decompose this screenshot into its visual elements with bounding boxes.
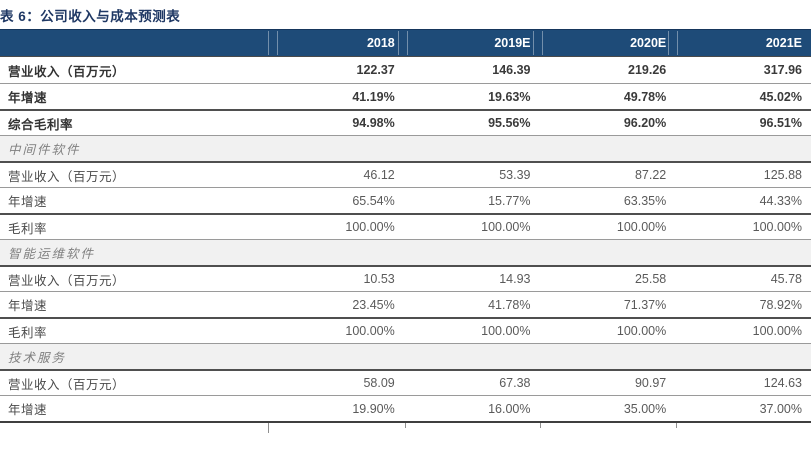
header-cell-year: 2020E <box>630 36 667 50</box>
value-cell: 14.93 <box>499 272 531 286</box>
column-tick <box>540 423 541 428</box>
section-row: 技术服务 <box>0 343 811 369</box>
value-cell: 58.09 <box>363 376 395 390</box>
table-row: 年增速 19.90% 16.00% 35.00% 37.00% <box>0 395 811 421</box>
value-cell: 41.78% <box>488 297 531 312</box>
value-cell: 67.38 <box>499 376 531 390</box>
table-row: 营业收入（百万元） 10.53 14.93 25.58 45.78 <box>0 265 811 291</box>
header-separator <box>677 31 678 55</box>
column-tick <box>676 423 677 428</box>
header-separator <box>277 31 278 55</box>
section-row: 智能运维软件 <box>0 239 811 265</box>
value-cell: 45.02% <box>759 89 802 104</box>
value-cell: 100.00% <box>345 220 395 234</box>
value-cell: 100.00% <box>752 220 802 234</box>
value-cell: 96.20% <box>623 116 667 130</box>
value-cell: 100.00% <box>481 220 531 234</box>
table-row: 营业收入（百万元） 122.37 146.39 219.26 317.96 <box>0 57 811 83</box>
header-separator <box>268 31 269 55</box>
value-cell: 23.45% <box>352 297 395 312</box>
header-separator <box>668 31 669 55</box>
value-cell: 100.00% <box>752 324 802 338</box>
value-cell: 124.63 <box>763 376 802 390</box>
value-cell: 71.37% <box>623 297 667 312</box>
section-row: 中间件软件 <box>0 135 811 161</box>
value-cell: 19.63% <box>488 89 531 104</box>
row-label: 毛利率 <box>8 221 48 236</box>
header-cell-year: 2021E <box>765 36 802 50</box>
value-cell: 25.58 <box>634 272 667 286</box>
value-cell: 100.00% <box>345 324 395 338</box>
value-cell: 19.90% <box>352 401 395 416</box>
row-label: 年增速 <box>8 403 48 417</box>
section-label: 中间件软件 <box>8 143 81 157</box>
row-label: 营业收入（百万元） <box>8 64 126 79</box>
value-cell: 100.00% <box>616 324 667 338</box>
value-cell: 63.35% <box>623 193 667 208</box>
table-row: 毛利率 100.00% 100.00% 100.00% 100.00% <box>0 317 811 343</box>
value-cell: 44.33% <box>759 193 802 208</box>
value-cell: 95.56% <box>488 116 531 130</box>
value-cell: 10.53 <box>363 272 395 286</box>
value-cell: 41.19% <box>352 89 395 104</box>
value-cell: 45.78 <box>770 272 802 286</box>
table-row: 年增速 23.45% 41.78% 71.37% 78.92% <box>0 291 811 317</box>
header-cell-year: 2019E <box>494 36 531 50</box>
header-cell-year: 2018 <box>366 36 395 50</box>
value-cell: 219.26 <box>628 63 667 77</box>
table-row: 毛利率 100.00% 100.00% 100.00% 100.00% <box>0 213 811 239</box>
value-cell: 90.97 <box>634 376 667 390</box>
value-cell: 49.78% <box>623 89 667 104</box>
value-cell: 53.39 <box>499 168 531 182</box>
page-title: 表 6：公司收入与成本预测表 <box>0 9 181 24</box>
value-cell: 100.00% <box>481 324 531 338</box>
row-label: 营业收入（百万元） <box>8 273 126 288</box>
value-cell: 122.37 <box>356 63 395 77</box>
value-cell: 146.39 <box>492 63 531 77</box>
header-separator <box>407 31 408 55</box>
value-cell: 65.54% <box>352 193 395 208</box>
value-cell: 16.00% <box>488 401 531 416</box>
row-label: 营业收入（百万元） <box>8 169 126 184</box>
table-row: 年增速 41.19% 19.63% 49.78% 45.02% <box>0 83 811 109</box>
table-row: 营业收入（百万元） 58.09 67.38 90.97 124.63 <box>0 369 811 395</box>
table-row: 综合毛利率 94.98% 95.56% 96.20% 96.51% <box>0 109 811 135</box>
column-tick <box>268 423 269 433</box>
value-cell: 100.00% <box>616 220 667 234</box>
value-cell: 37.00% <box>759 401 802 416</box>
table-bottom-rule <box>0 421 811 423</box>
header-separator <box>542 31 543 55</box>
row-label: 年增速 <box>8 299 48 313</box>
table-row: 年增速 65.54% 15.77% 63.35% 44.33% <box>0 187 811 213</box>
value-cell: 125.88 <box>763 168 802 182</box>
column-tick <box>405 423 406 428</box>
table-row: 营业收入（百万元） 46.12 53.39 87.22 125.88 <box>0 161 811 187</box>
value-cell: 96.51% <box>759 116 802 130</box>
value-cell: 87.22 <box>634 168 667 182</box>
row-label: 年增速 <box>8 91 48 105</box>
section-label: 技术服务 <box>8 351 67 365</box>
value-cell: 46.12 <box>363 168 395 182</box>
row-label: 综合毛利率 <box>8 117 74 132</box>
value-cell: 78.92% <box>759 297 802 312</box>
table-header-row: 2018 2019E 2020E 2021E <box>0 29 811 57</box>
value-cell: 94.98% <box>352 116 395 130</box>
table-body: 营业收入（百万元） 122.37 146.39 219.26 317.96 年增速 41.1… <box>0 57 811 421</box>
value-cell: 317.96 <box>763 63 802 77</box>
forecast-table: 2018 2019E 2020E 2021E 营业收入（百万元） 122.37 146.3… <box>0 29 811 433</box>
row-label: 年增速 <box>8 195 48 209</box>
row-label: 营业收入（百万元） <box>8 377 126 392</box>
header-separator <box>398 31 399 55</box>
row-label: 毛利率 <box>8 325 48 340</box>
value-cell: 35.00% <box>623 401 667 416</box>
section-label: 智能运维软件 <box>8 247 96 261</box>
value-cell: 15.77% <box>488 193 531 208</box>
header-separator <box>533 31 534 55</box>
